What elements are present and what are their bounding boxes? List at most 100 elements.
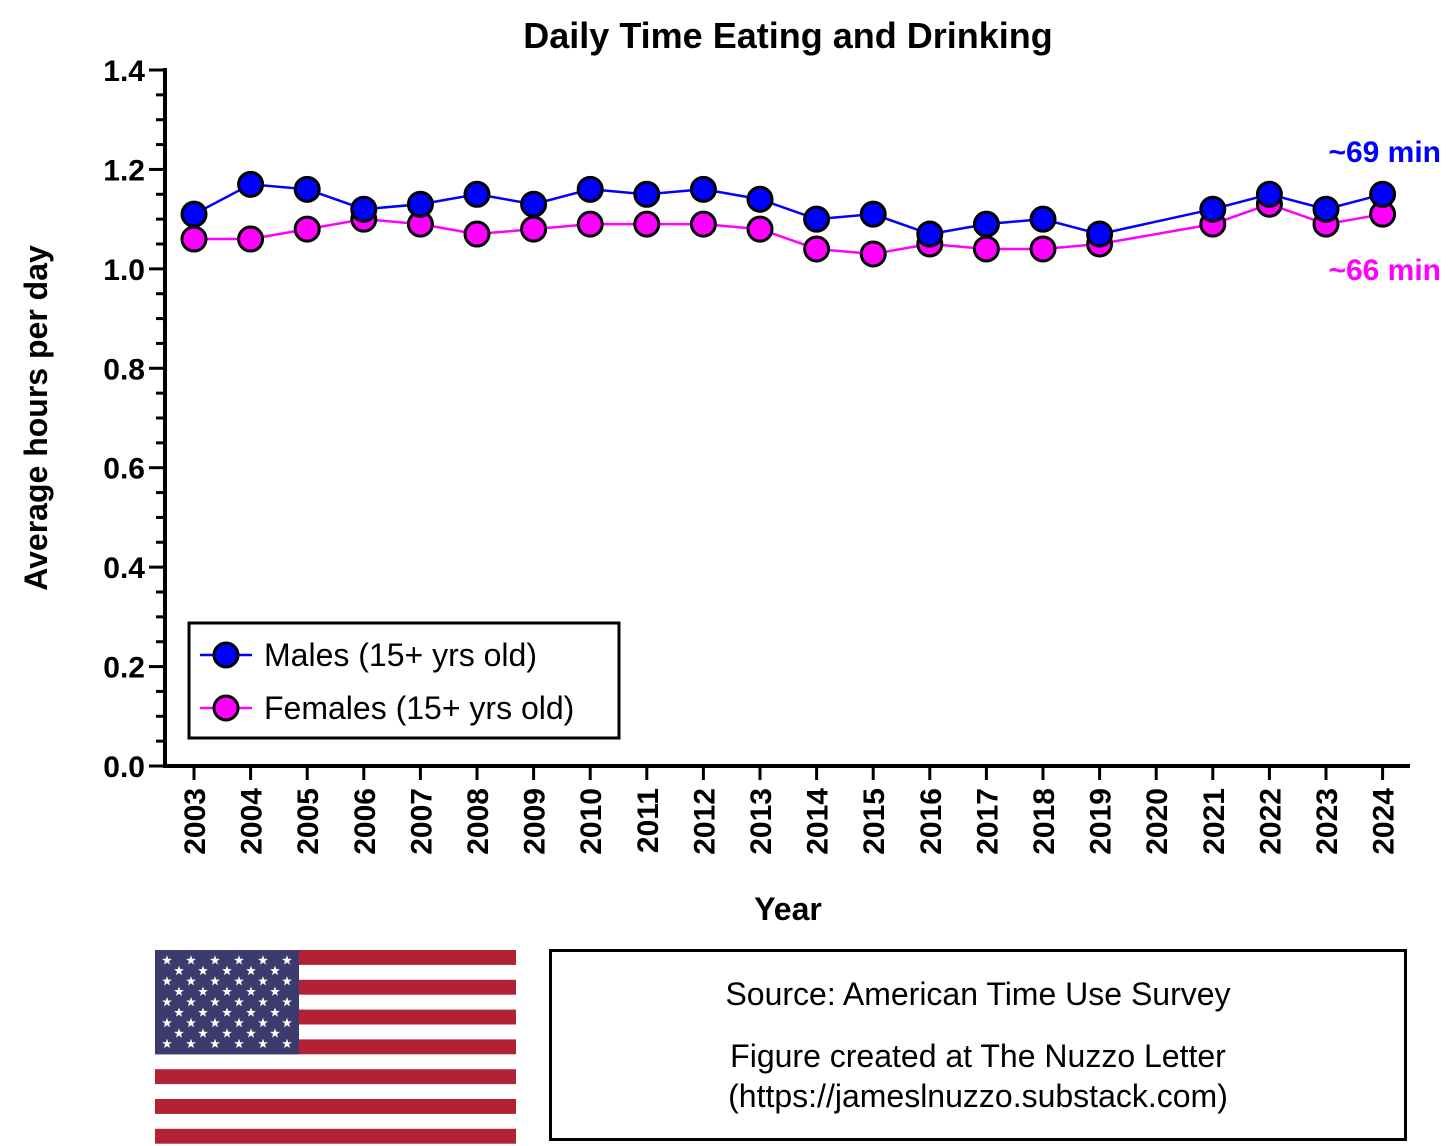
- flag-star: [270, 1028, 280, 1038]
- females-data-point: [633, 210, 661, 238]
- flag-star: [234, 1017, 244, 1028]
- flag-star: [258, 996, 268, 1007]
- males-data-point: [293, 175, 321, 203]
- y-tick-label: 1.4: [103, 55, 145, 88]
- flag-star: [198, 1028, 208, 1038]
- flag-star: [258, 976, 268, 986]
- y-axis-ticks: 0.0 0.2 0.4 0.6 0.8 1.0 1.2 1.4: [103, 55, 165, 784]
- x-tick-label: 2017: [971, 788, 1004, 855]
- flag-star: [174, 986, 184, 996]
- flag-star: [174, 965, 184, 976]
- y-tick-label: 1.2: [103, 154, 145, 187]
- x-tick-label: 2013: [745, 788, 778, 855]
- flag-star: [246, 1007, 256, 1017]
- flag-star: [234, 955, 244, 965]
- flag-star: [162, 1038, 172, 1049]
- flag-star: [162, 976, 172, 986]
- flag-star: [282, 955, 292, 965]
- series-layer: [180, 170, 1397, 268]
- flag-star: [282, 976, 292, 986]
- x-axis-label: Year: [754, 891, 822, 927]
- x-tick-label: 2020: [1141, 788, 1174, 855]
- legend-females-label: Females (15+ yrs old): [264, 690, 574, 726]
- females-data-point: [463, 220, 491, 248]
- males-data-point: [576, 175, 604, 203]
- flag-red-stripe: [155, 1069, 516, 1085]
- x-tick-label: 2021: [1198, 788, 1231, 855]
- x-tick-label: 2015: [858, 788, 891, 855]
- flag-star: [186, 1017, 196, 1028]
- males-data-point: [1029, 205, 1057, 233]
- us-flag-graphic: [155, 950, 516, 1146]
- flag-star: [210, 1038, 220, 1049]
- males-data-point: [1086, 220, 1114, 248]
- x-tick-label: 2010: [575, 788, 608, 855]
- credit-url: (https://jameslnuzzo.substack.com): [728, 1078, 1228, 1114]
- males-data-point: [180, 200, 208, 228]
- flag-star: [246, 986, 256, 996]
- females-data-point: [1029, 235, 1057, 263]
- females-end-label: ~66 min: [1328, 254, 1441, 287]
- flag-red-stripe: [155, 1128, 516, 1144]
- x-axis-ticks: 2003 2004 2005 2006 2007 2008 2009 2010 2011 2012…: [179, 766, 1401, 855]
- x-tick-label: 2024: [1368, 788, 1401, 855]
- males-data-point: [1199, 195, 1227, 223]
- y-tick-label: 0.0: [103, 751, 145, 784]
- females-data-point: [803, 235, 831, 263]
- males-data-point: [746, 185, 774, 213]
- x-tick-label: 2019: [1085, 788, 1118, 855]
- x-tick-label: 2004: [236, 788, 269, 855]
- flag-star: [162, 1017, 172, 1028]
- flag-star: [282, 1017, 292, 1028]
- flag-star: [246, 965, 256, 976]
- males-data-point: [803, 205, 831, 233]
- males-data-point: [689, 175, 717, 203]
- females-data-point: [746, 215, 774, 243]
- x-tick-label: 2014: [802, 788, 835, 855]
- flag-star: [258, 955, 268, 965]
- flag-star: [210, 1017, 220, 1028]
- males-data-point: [350, 195, 378, 223]
- source-text: Source: American Time Use Survey: [725, 976, 1231, 1012]
- males-data-point: [859, 200, 887, 228]
- x-tick-label: 2006: [349, 788, 382, 855]
- y-tick-label: 0.2: [103, 652, 145, 685]
- x-tick-label: 2016: [915, 788, 948, 855]
- flag-star: [198, 965, 208, 976]
- males-end-label: ~69 min: [1328, 136, 1441, 169]
- females-data-point: [237, 225, 265, 253]
- y-axis-label: Average hours per day: [18, 245, 54, 591]
- flag-star: [210, 976, 220, 986]
- flag-star: [270, 965, 280, 976]
- legend-males-marker: [212, 641, 240, 669]
- flag-star: [246, 1028, 256, 1038]
- flag-star: [222, 986, 232, 996]
- flag-star: [174, 1028, 184, 1038]
- flag-star: [174, 1007, 184, 1017]
- females-data-point: [972, 235, 1000, 263]
- x-tick-label: 2007: [405, 788, 438, 855]
- flag-star: [186, 976, 196, 986]
- source-box: Source: American Time Use Survey Figure …: [549, 949, 1407, 1141]
- flag-star: [186, 955, 196, 965]
- legend-females-marker: [212, 694, 240, 722]
- flag-star: [282, 1038, 292, 1049]
- us-flag-icon: [155, 950, 516, 1146]
- legend: Males (15+ yrs old) Females (15+ yrs old…: [187, 621, 621, 740]
- x-tick-label: 2005: [292, 788, 325, 855]
- males-data-point: [406, 190, 434, 218]
- flag-star: [234, 976, 244, 986]
- flag-star: [258, 1017, 268, 1028]
- flag-star: [222, 965, 232, 976]
- x-tick-label: 2023: [1311, 788, 1344, 855]
- flag-red-stripe: [155, 1099, 516, 1114]
- males-data-point: [916, 220, 944, 248]
- flag-star: [222, 1028, 232, 1038]
- x-tick-label: 2012: [688, 788, 721, 855]
- flag-star: [198, 1007, 208, 1017]
- x-tick-label: 2018: [1028, 788, 1061, 855]
- x-tick-label: 2009: [519, 788, 552, 855]
- y-tick-label: 1.0: [103, 254, 145, 287]
- flag-star: [162, 996, 172, 1007]
- y-tick-label: 0.6: [103, 453, 145, 486]
